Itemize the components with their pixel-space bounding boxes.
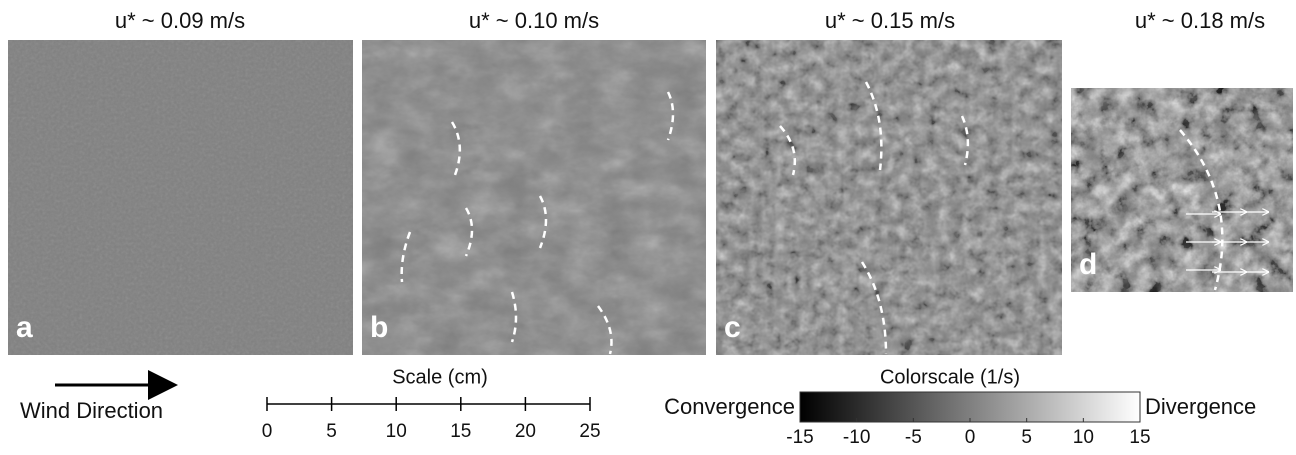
colorscale-tick-label: 0 bbox=[965, 427, 976, 448]
colorbar bbox=[800, 392, 1140, 422]
panel-label: b bbox=[370, 311, 388, 344]
panel-label: d bbox=[1079, 248, 1097, 281]
panel-image bbox=[362, 40, 706, 355]
colorscale-tick-label: 15 bbox=[1129, 427, 1150, 448]
scale-tick-label: 25 bbox=[579, 421, 600, 442]
panel-title: u* ~ 0.10 m/s bbox=[469, 8, 599, 33]
panel-image bbox=[8, 40, 353, 355]
panel-label: c bbox=[724, 311, 741, 344]
panel-title: u* ~ 0.15 m/s bbox=[825, 8, 955, 33]
scale-tick-label: 5 bbox=[326, 421, 337, 442]
panels: u* ~ 0.09 m/s a u* ~ 0.10 m/s b u* ~ 0.15 m/… bbox=[8, 8, 1293, 355]
scale-tick-label: 0 bbox=[262, 421, 273, 442]
colorscale-low: Convergence bbox=[664, 394, 795, 419]
colorscale-tick-label: 5 bbox=[1021, 427, 1032, 448]
panel-title: u* ~ 0.18 m/s bbox=[1135, 8, 1265, 33]
panel-title: u* ~ 0.09 m/s bbox=[115, 8, 245, 33]
scale-tick-label: 10 bbox=[386, 421, 407, 442]
colorscale-title: Colorscale (1/s) bbox=[880, 366, 1020, 388]
panel-label: a bbox=[16, 311, 33, 344]
colorscale-ticks: -15 -10 -5 0 5 10 15 bbox=[786, 418, 1150, 448]
colorscale-tick-label: -10 bbox=[843, 427, 870, 448]
scale-tick-label: 15 bbox=[450, 421, 471, 442]
figure: u* ~ 0.09 m/s a u* ~ 0.10 m/s b u* ~ 0.15 m/… bbox=[0, 0, 1296, 450]
scale-title: Scale (cm) bbox=[392, 366, 488, 388]
wind-label: Wind Direction bbox=[20, 398, 163, 423]
colorscale-tick-label: 10 bbox=[1073, 427, 1094, 448]
panel-image bbox=[716, 40, 1062, 355]
colorscale-tick-label: -5 bbox=[905, 427, 922, 448]
scale-tick-label: 20 bbox=[515, 421, 536, 442]
panel-image bbox=[1071, 88, 1293, 292]
colorscale-high: Divergence bbox=[1145, 394, 1256, 419]
colorscale-tick-label: -15 bbox=[786, 427, 813, 448]
